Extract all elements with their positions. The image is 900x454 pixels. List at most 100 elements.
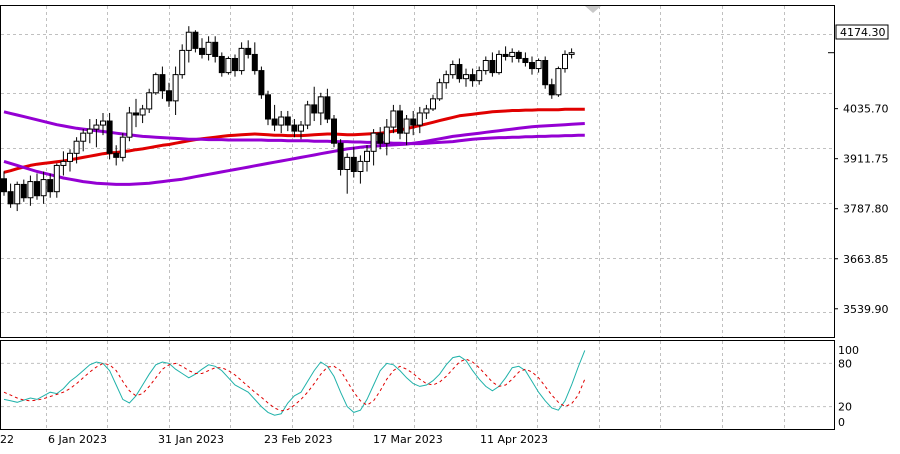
candle-body	[34, 181, 40, 197]
candle-body	[509, 51, 516, 57]
candle-body	[192, 31, 199, 49]
candle-31	[205, 36, 212, 61]
candle-body	[377, 132, 384, 144]
candle-9	[60, 151, 67, 176]
candle-body	[535, 59, 542, 70]
candle-body	[212, 41, 219, 57]
candle-79	[522, 52, 529, 67]
oscillator-axis-tick-label: 0	[838, 416, 845, 429]
candle-body	[364, 150, 370, 162]
candle-body	[331, 118, 337, 144]
candle-86	[568, 48, 575, 59]
candle-body	[251, 53, 258, 72]
candle-8	[53, 163, 60, 198]
candle-27	[179, 44, 186, 79]
candle-body	[383, 126, 390, 144]
candle-19	[126, 106, 133, 142]
candle-body	[47, 179, 54, 193]
candle-body	[73, 140, 80, 154]
candle-55	[364, 145, 370, 172]
candle-body	[317, 96, 324, 114]
candle-39	[258, 66, 265, 99]
candle-69	[456, 58, 463, 83]
candle-13	[86, 119, 93, 144]
candle-34	[225, 56, 232, 75]
candle-37	[245, 40, 252, 59]
candle-81	[535, 58, 542, 73]
candle-7	[47, 173, 54, 198]
candle-58	[383, 119, 390, 156]
candle-23	[152, 72, 159, 95]
candle-24	[159, 66, 166, 99]
candle-body	[496, 53, 502, 74]
chart-shift-marker[interactable]	[585, 6, 601, 13]
candle-1	[7, 183, 14, 208]
candle-body	[344, 156, 351, 170]
candle-body	[40, 179, 47, 197]
candle-body	[548, 84, 555, 96]
candle-35	[232, 54, 238, 77]
oscillator-line-1	[3, 358, 586, 412]
candle-body	[166, 90, 172, 102]
candle-body	[522, 57, 529, 64]
candle-33	[218, 52, 225, 77]
candle-36	[238, 42, 245, 75]
candle-57	[377, 127, 384, 150]
candle-11	[73, 137, 80, 164]
candle-body	[449, 64, 456, 76]
oscillator-lines	[3, 350, 586, 416]
candle-body	[397, 110, 403, 134]
candle-3	[20, 179, 27, 202]
candle-body	[403, 118, 410, 134]
candle-30	[199, 38, 205, 59]
candle-body	[357, 160, 364, 173]
candle-17	[113, 145, 120, 166]
candle-62	[410, 110, 417, 136]
candle-body	[416, 112, 423, 126]
candle-body	[7, 191, 14, 205]
candle-body	[238, 47, 245, 72]
candle-42	[278, 110, 285, 134]
candle-body	[119, 136, 126, 158]
candle-82	[542, 56, 549, 89]
price-axis: 4035.70 3911.75 3787.80 3663.85 3539.90	[828, 52, 889, 316]
candle-body	[562, 53, 568, 70]
candle-body	[555, 68, 562, 96]
candle-body	[370, 132, 377, 152]
candle-67	[443, 70, 450, 89]
candle-body	[60, 160, 67, 166]
price-axis-tick-label: 3911.75	[843, 153, 889, 166]
candle-85	[562, 50, 568, 73]
price-axis-tick-label: 4035.70	[843, 103, 889, 116]
candle-body	[126, 112, 133, 138]
current-price-label: 4174.30	[835, 24, 889, 40]
candle-body	[515, 51, 522, 59]
candle-body	[199, 47, 205, 55]
moving-average-line-1	[3, 122, 585, 186]
candle-21	[139, 104, 146, 124]
candle-16	[106, 112, 113, 160]
candle-68	[449, 60, 456, 79]
candle-15	[100, 112, 106, 136]
candle-body	[159, 74, 166, 92]
candle-body	[218, 55, 225, 74]
price-axis-tick-label: 3787.80	[843, 203, 889, 216]
candle-38	[251, 42, 258, 75]
time-axis-tick-label: 31 Jan 2023	[158, 433, 224, 446]
candle-body	[80, 132, 87, 142]
candle-61	[403, 114, 410, 146]
candle-body	[337, 142, 344, 170]
candle-66	[436, 78, 443, 101]
candle-25	[166, 82, 172, 107]
candle-body	[542, 59, 549, 86]
candle-body	[278, 116, 285, 126]
candle-47	[311, 86, 318, 122]
candle-45	[298, 121, 304, 140]
candle-75	[496, 50, 502, 75]
candle-6	[40, 171, 47, 204]
candle-76	[502, 46, 509, 61]
candlestick-series	[1, 26, 575, 212]
candle-50	[331, 114, 337, 148]
